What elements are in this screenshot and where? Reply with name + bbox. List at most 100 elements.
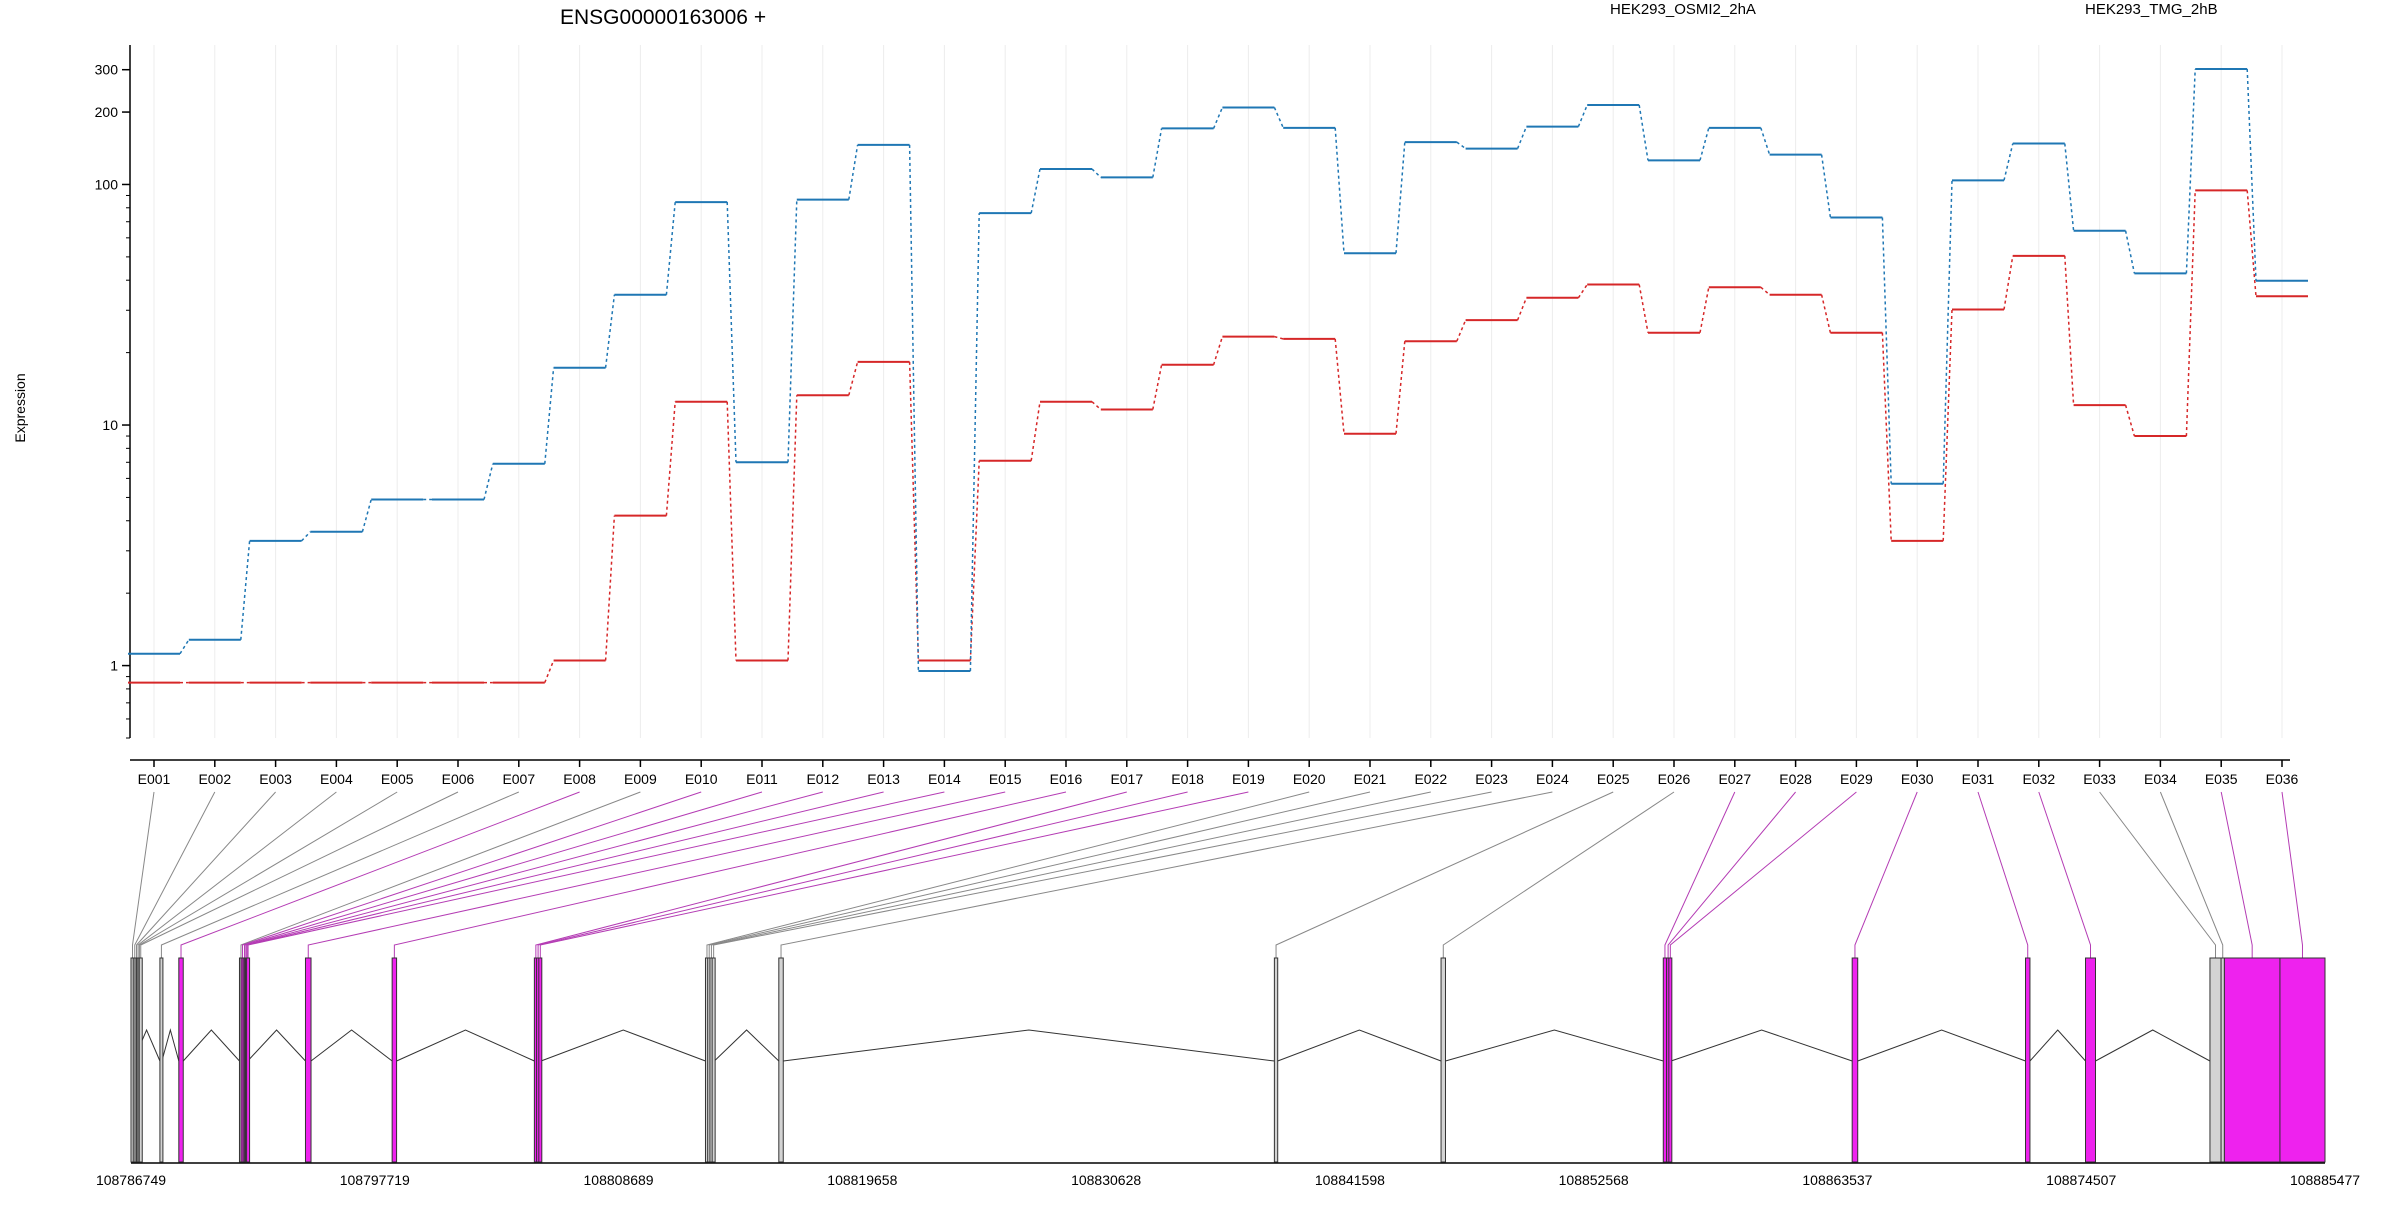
- exon-connector: [706, 791, 1310, 958]
- exon-connector: [246, 791, 884, 958]
- data-connector: [787, 199, 798, 463]
- data-connector: [2246, 68, 2257, 281]
- exon-connector: [2159, 791, 2224, 958]
- gene-model: 108786749 108797719 108808689 108819658 1088…: [96, 957, 2360, 1188]
- x-tick-label: E027: [1718, 771, 1751, 787]
- data-connector: [848, 361, 859, 396]
- exon-connector: [1442, 791, 1675, 958]
- x-tick-label: E031: [1962, 771, 1995, 787]
- data-connector: [1699, 287, 1710, 333]
- y-tick-label: 10: [102, 417, 118, 433]
- data-connector: [1942, 309, 1953, 541]
- exon-connector: [1854, 791, 1918, 958]
- data-connector: [2064, 143, 2075, 231]
- intron: [714, 1029, 780, 1062]
- exon-e035: [2223, 957, 2281, 1163]
- exon-e033: [2209, 957, 2222, 1163]
- x-tick-label: E009: [624, 771, 657, 787]
- x-tick-label: E035: [2205, 771, 2238, 787]
- data-connector: [1881, 217, 1892, 484]
- data-connector: [544, 367, 555, 464]
- data-connector: [1091, 168, 1102, 178]
- data-connector: [1820, 154, 1832, 218]
- exon-e029: [1668, 957, 1673, 1163]
- exon-connector: [245, 791, 823, 958]
- exon-connector: [1664, 791, 1736, 958]
- gene-axis-label: 108863537: [1802, 1172, 1872, 1188]
- intron: [540, 1029, 706, 1062]
- data-connector: [1577, 284, 1588, 299]
- intron: [2029, 1029, 2086, 1062]
- intron: [182, 1029, 240, 1062]
- gene-axis-label: 108808689: [584, 1172, 654, 1188]
- data-connector: [2185, 190, 2196, 437]
- exon-connector: [140, 791, 459, 958]
- data-connector: [726, 401, 737, 661]
- data-connector: [1516, 297, 1528, 321]
- exon-connector: [780, 791, 1553, 958]
- exon-e006: [138, 957, 143, 1163]
- data-connector: [1516, 126, 1528, 149]
- y-tick-label: 300: [95, 62, 119, 78]
- exon-e036: [2279, 957, 2326, 1163]
- exon-connector: [134, 791, 216, 958]
- data-connector: [604, 294, 616, 368]
- exon-connector: [708, 791, 1371, 958]
- gene-axis-label: 108852568: [1559, 1172, 1629, 1188]
- x-tick-label: E023: [1475, 771, 1508, 787]
- data-connector: [544, 660, 555, 683]
- intron: [1857, 1029, 2026, 1062]
- exon-e008: [178, 957, 184, 1163]
- exon-connector: [393, 791, 1067, 958]
- exon-connector: [180, 791, 580, 958]
- x-tick-label: E026: [1658, 771, 1691, 787]
- data-connector: [2003, 143, 2014, 181]
- data-connector: [2185, 68, 2196, 274]
- gene-axis-label: 108874507: [2046, 1172, 2116, 1188]
- x-tick-label: E028: [1779, 771, 1812, 787]
- intron: [1277, 1029, 1442, 1062]
- x-tick-label: E015: [989, 771, 1022, 787]
- exon-connector: [307, 791, 1006, 958]
- x-tick-label: E019: [1232, 771, 1265, 787]
- data-connector: [1820, 294, 1832, 333]
- data-connector: [1030, 168, 1041, 214]
- exon-connector: [1977, 791, 2029, 958]
- exon-connector: [1669, 791, 1857, 958]
- exon-connector: [242, 791, 702, 958]
- x-tick-label: E025: [1597, 771, 1630, 787]
- intron: [1445, 1029, 1664, 1062]
- x-tick-label: E001: [138, 771, 171, 787]
- y-tick-label: 200: [95, 104, 119, 120]
- exon-connector: [240, 791, 641, 958]
- data-connector: [848, 144, 859, 200]
- exon-connector: [713, 791, 1492, 958]
- exon-connector: [2099, 791, 2217, 958]
- exon-connector: [132, 791, 155, 958]
- data-connector: [361, 499, 372, 532]
- exon-connector: [137, 791, 337, 958]
- data-connector: [240, 540, 251, 640]
- intron: [310, 1029, 393, 1062]
- x-tick-label: E003: [259, 771, 292, 787]
- gene-axis-label: 108885477: [2290, 1172, 2360, 1188]
- x-tick-label: E007: [502, 771, 535, 787]
- data-connector: [1760, 286, 1771, 296]
- x-tick-label: E017: [1110, 771, 1143, 787]
- x-tick-label: E034: [2144, 771, 2177, 787]
- exon-e019: [538, 957, 543, 1163]
- legend-entry-tmg: HEK293_TMG_2hB: [2085, 1, 2218, 18]
- x-tick-label: E022: [1414, 771, 1447, 787]
- data-connector: [1577, 104, 1588, 127]
- exon-connector: [537, 791, 1188, 958]
- data-connector: [1699, 127, 1710, 161]
- data-connector: [1881, 332, 1892, 541]
- data-connector: [908, 144, 920, 671]
- data-connector: [1212, 336, 1224, 366]
- intron: [247, 1029, 306, 1062]
- intron: [1670, 1029, 1853, 1062]
- exon-connectors: [132, 791, 2303, 958]
- data-connector: [2124, 230, 2136, 274]
